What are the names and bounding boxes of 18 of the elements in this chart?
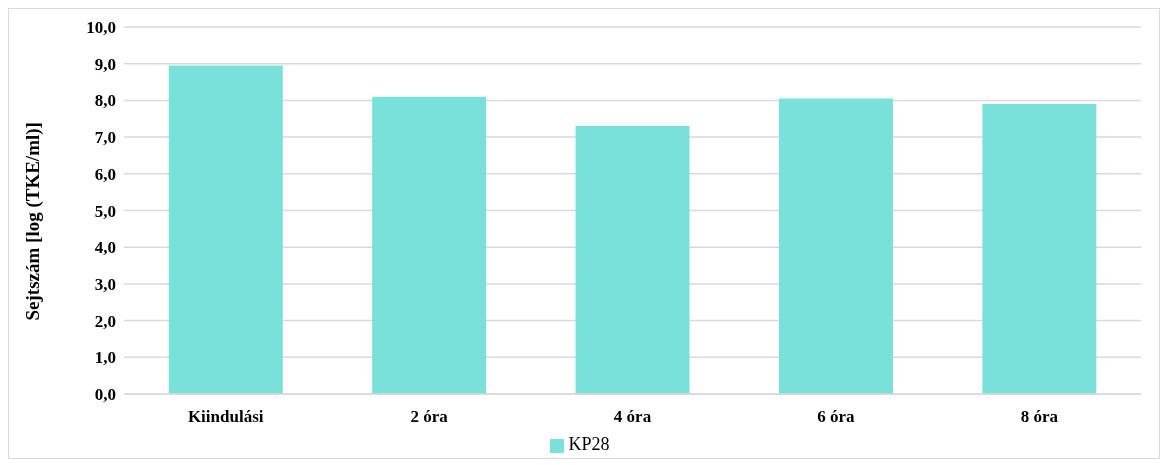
y-tick-label: 6,0 bbox=[94, 164, 116, 184]
x-tick-label: 6 óra bbox=[817, 407, 856, 427]
legend-label: KP28 bbox=[568, 434, 610, 454]
y-tick-label: 4,0 bbox=[94, 238, 116, 258]
y-tick-label: 3,0 bbox=[94, 274, 116, 294]
y-tick-label: 9,0 bbox=[94, 54, 116, 74]
y-tick-label: 2,0 bbox=[94, 311, 116, 331]
x-tick-label: 4 óra bbox=[613, 407, 652, 427]
y-tick-label: 0,0 bbox=[94, 385, 116, 405]
y-tick-label: 5,0 bbox=[94, 201, 116, 221]
x-tick-label: 2 óra bbox=[410, 407, 449, 427]
y-tick-label: 7,0 bbox=[94, 128, 116, 148]
y-tick-label: 1,0 bbox=[94, 348, 116, 368]
y-tick-label: 8,0 bbox=[94, 91, 116, 111]
x-tick-label: Kiindulási bbox=[187, 407, 264, 427]
x-tick-label: 8 óra bbox=[1020, 407, 1059, 427]
y-axis-title: Sejtszám [log (TKE/ml)] bbox=[21, 122, 44, 321]
y-tick-label: 10,0 bbox=[86, 18, 116, 38]
